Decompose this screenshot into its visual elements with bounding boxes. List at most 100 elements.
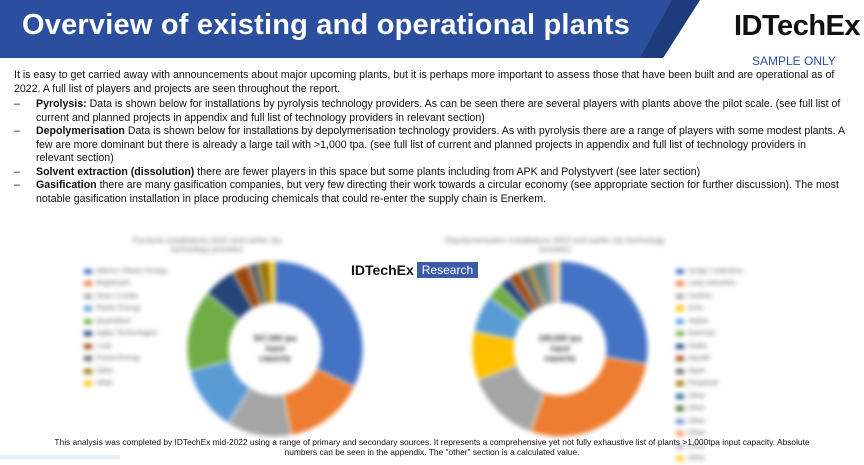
legend-label: Alpek xyxy=(688,368,706,375)
bullet-heading: Depolymerisation xyxy=(36,125,125,137)
legend-label: Eastman xyxy=(688,330,716,337)
pie-slice xyxy=(530,357,646,437)
legend-swatch xyxy=(84,294,92,299)
bullet-dash: – xyxy=(14,98,20,112)
legend-swatch xyxy=(676,369,684,374)
pie-center-label: capacity xyxy=(544,354,577,363)
legend-swatch xyxy=(84,356,92,361)
legend-label: Other xyxy=(688,393,706,400)
legend-item: Garbo xyxy=(676,340,786,353)
legend-swatch xyxy=(676,294,684,299)
legend-swatch xyxy=(676,394,684,399)
page-title: Overview of existing and operational pla… xyxy=(22,9,630,42)
legend-item: Other xyxy=(84,378,174,391)
legend-label: Other xyxy=(96,380,114,387)
bullet-heading: Pyrolysis: xyxy=(36,98,87,110)
bullet-pyrolysis: – Pyrolysis: Data is shown below for ins… xyxy=(14,98,846,125)
idtechex-logo: IDTechEx xyxy=(734,10,860,43)
legend-item: Brightmark xyxy=(84,278,174,291)
bullet-depolymerisation: – Depolymerisation Data is shown below f… xyxy=(14,125,846,166)
legend-item: Plastic Energy xyxy=(84,303,174,316)
legend-item: Quantafuel xyxy=(84,315,174,328)
legend-swatch xyxy=(676,344,684,349)
legend-label: Loop Industries xyxy=(688,280,736,287)
legend-item: Jeplan xyxy=(676,315,786,328)
legend-label: Ioniqa / Indorama xyxy=(688,268,742,275)
legend-swatch xyxy=(84,306,92,311)
legend-label: Jeplan xyxy=(688,318,709,325)
legend-item: Other xyxy=(676,390,786,403)
legend-swatch xyxy=(84,319,92,324)
legend-swatch xyxy=(676,281,684,286)
legend-item: Eastman xyxy=(676,328,786,341)
legend-label: Other xyxy=(688,418,706,425)
bullet-text: there are fewer players in this space bu… xyxy=(194,166,700,178)
legend-label: Other xyxy=(688,405,706,412)
legend-label: Pryme Energy xyxy=(96,355,140,362)
legend-swatch xyxy=(676,406,684,411)
legend-item: Gr3n xyxy=(676,303,786,316)
chart-title: Pyrolysis installations 2022 and earlier… xyxy=(112,236,302,254)
badge-label: Research xyxy=(417,262,478,278)
bullet-solvent-extraction: – Solvent extraction (dissolution) there… xyxy=(14,166,846,180)
pie-center-label: 190,000 tpa xyxy=(538,334,582,343)
legend-label: Mura / Licella xyxy=(96,293,138,300)
legend-label: Quantafuel xyxy=(96,318,130,325)
legend-label: Perpetual xyxy=(688,380,718,387)
badge-brand: IDTechEx xyxy=(351,262,417,278)
legend-swatch xyxy=(84,381,92,386)
legend-item: Carbios xyxy=(676,290,786,303)
pie-center-label: input xyxy=(550,344,570,353)
legend-label: Aquafil xyxy=(688,355,709,362)
bullet-dash: – xyxy=(14,125,20,139)
bullet-dash: – xyxy=(14,166,20,180)
bottom-accent xyxy=(0,455,120,459)
pie-center-label: input xyxy=(265,344,285,353)
bullet-text: Data is shown below for installations by… xyxy=(36,125,844,164)
bullet-text: Data is shown below for installations by… xyxy=(36,98,840,124)
pie-slice xyxy=(560,261,648,364)
chart-title: Depolymerisation installations 2022 and … xyxy=(440,236,670,254)
bullet-heading: Gasification xyxy=(36,179,97,191)
legend-swatch xyxy=(84,369,92,374)
pie-slice xyxy=(275,261,363,386)
legend-swatch xyxy=(84,269,92,274)
sample-only-label: SAMPLE ONLY xyxy=(752,54,836,68)
legend-item: Ioniqa / Indorama xyxy=(676,265,786,278)
intro-paragraph: It is easy to get carried away with anno… xyxy=(14,69,844,96)
pie-center-label: capacity xyxy=(259,354,292,363)
pie-center-label: 507,000 tpa xyxy=(253,334,297,343)
legend-item: Aquafil xyxy=(676,353,786,366)
chart-legend: Ioniqa / Indorama Loop Industries Carbios G… xyxy=(676,265,786,465)
legend-label: Brightmark xyxy=(96,280,130,287)
legend-swatch xyxy=(676,431,684,436)
legend-swatch xyxy=(84,344,92,349)
legend-label: Alterra / Plastic Energy xyxy=(96,268,167,275)
header: Overview of existing and operational pla… xyxy=(0,0,864,58)
legend-swatch xyxy=(84,331,92,336)
legend-item: Mura / Licella xyxy=(84,290,174,303)
idtechex-research-badge: IDTechEx Research xyxy=(351,261,478,278)
legend-swatch xyxy=(676,331,684,336)
bullet-heading: Solvent extraction (dissolution) xyxy=(36,166,194,178)
legend-item: Loop Industries xyxy=(676,278,786,291)
legend-item: Other xyxy=(676,415,786,428)
legend-label: Garbo xyxy=(688,343,707,350)
bullet-list: – Pyrolysis: Data is shown below for ins… xyxy=(14,98,846,206)
legend-label: Carbios xyxy=(688,293,712,300)
legend-item: Pryme Energy xyxy=(84,353,174,366)
bullet-text: there are many gasification companies, b… xyxy=(36,179,839,205)
footer-note: This analysis was completed by IDTechEx … xyxy=(40,437,824,457)
legend-swatch xyxy=(676,269,684,274)
legend-item: Alpek xyxy=(676,365,786,378)
legend-item: Loop xyxy=(84,340,174,353)
bullet-dash: – xyxy=(14,179,20,193)
legend-swatch xyxy=(676,419,684,424)
legend-label: Loop xyxy=(96,343,112,350)
legend-swatch xyxy=(84,281,92,286)
legend-swatch xyxy=(676,356,684,361)
legend-item: Alterra / Plastic Energy xyxy=(84,265,174,278)
legend-swatch xyxy=(676,306,684,311)
